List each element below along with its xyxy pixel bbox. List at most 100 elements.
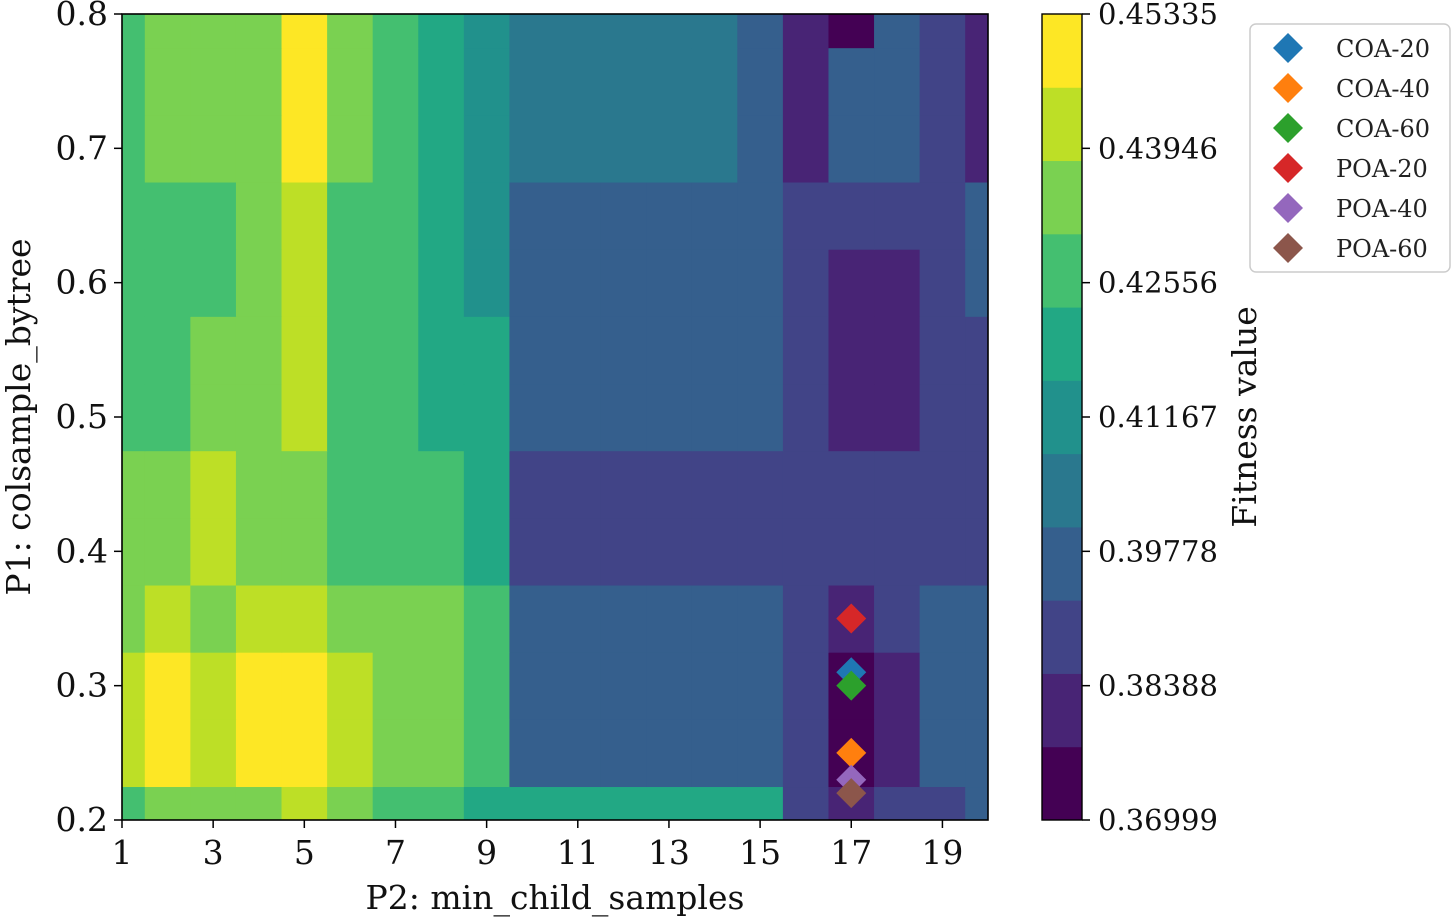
contour-cell [782, 450, 830, 519]
contour-cell [874, 181, 921, 250]
contour-cell [418, 114, 465, 183]
contour-cell [874, 517, 921, 586]
contour-cell [646, 450, 693, 519]
legend-marker-coa-60 [1273, 113, 1303, 143]
contour-cell [555, 47, 602, 116]
contour-cell [874, 383, 921, 452]
contour-cell [372, 719, 419, 788]
contour-cell [235, 719, 283, 788]
contour-cell [372, 181, 419, 250]
contour-cell [828, 316, 875, 385]
contour-cell [555, 584, 602, 653]
contour-cell [190, 47, 237, 116]
contour-cell [646, 517, 693, 586]
contour-cell [509, 14, 556, 49]
contour-cell [418, 517, 465, 586]
contour-cell [144, 584, 191, 653]
contour-cell [281, 47, 328, 116]
contour-cell [737, 316, 784, 385]
contour-cell [418, 47, 465, 116]
colorbar-band [1042, 453, 1082, 528]
contour-cell [281, 114, 328, 183]
colorbar-band [1042, 746, 1082, 821]
contour-cell [782, 181, 830, 250]
contour-cell [418, 181, 465, 250]
contour-cell [327, 517, 374, 586]
contour-cell [782, 517, 830, 586]
contour-cell [555, 14, 602, 49]
contour-cell [144, 719, 191, 788]
contour-cell [555, 450, 602, 519]
contour-cell [122, 517, 146, 586]
x-axis-label: P2: min_child_samples [366, 878, 745, 918]
colorbar-tick-label: 0.45335 [1098, 0, 1218, 31]
contour-cell [281, 14, 328, 49]
y-tick-label: 0.6 [56, 263, 108, 302]
contour-cell [691, 114, 738, 183]
contour-cell [965, 652, 988, 720]
contour-cell [235, 786, 283, 820]
contour-cell [965, 249, 988, 317]
contour-cell [600, 584, 647, 653]
contour-cell [555, 316, 602, 385]
contour-cell [737, 181, 784, 250]
y-tick-label: 0.4 [56, 531, 108, 570]
contour-cell [828, 450, 875, 519]
contour-cell [509, 47, 556, 116]
contour-cell [327, 114, 374, 183]
contour-cell [965, 517, 988, 586]
contour-cell [691, 652, 738, 720]
y-tick-label: 0.8 [56, 0, 108, 33]
contour-cell [509, 114, 556, 183]
colorbar-band [1042, 526, 1082, 601]
contour-cell [782, 249, 830, 317]
contour-cell [646, 249, 693, 317]
contour-cell [122, 14, 146, 49]
contour-cell [372, 249, 419, 317]
contour-cell [874, 14, 921, 49]
contour-cell [965, 383, 988, 452]
contour-cell [600, 249, 647, 317]
contour-cell [463, 383, 511, 452]
contour-cell [737, 786, 784, 820]
contour-cell [190, 181, 237, 250]
contour-cell [874, 316, 921, 385]
contour-cell [600, 450, 647, 519]
contour-cell [919, 719, 966, 788]
contour-cell [555, 517, 602, 586]
x-axis: 1 3 5 7 9 11 13 15 17 19 [112, 820, 963, 872]
contour-cell [190, 517, 237, 586]
legend-label: COA-40 [1336, 75, 1430, 103]
contour-cell [463, 316, 511, 385]
contour-cell [463, 14, 511, 49]
x-tick-label: 1 [112, 833, 133, 872]
contour-cell [327, 316, 374, 385]
contour-cell [463, 450, 511, 519]
colorbar-tick-label: 0.42556 [1098, 266, 1218, 300]
contour-cell [509, 181, 556, 250]
contour-cell [327, 719, 374, 788]
contour-cell [372, 450, 419, 519]
contour-cell [281, 383, 328, 452]
legend-marker-poa-20 [1273, 153, 1303, 183]
contour-cell [691, 316, 738, 385]
contour-cell [919, 383, 966, 452]
contour-cell [965, 114, 988, 183]
contour-cell [691, 181, 738, 250]
contour-cell [235, 383, 283, 452]
contour-cell [463, 652, 511, 720]
markers-layer [836, 603, 867, 809]
contour-cell [190, 14, 237, 49]
legend-marker-poa-60 [1273, 233, 1303, 263]
contour-cell [691, 450, 738, 519]
contour-cell [874, 719, 921, 788]
contour-cell [555, 114, 602, 183]
y-tick-label: 0.5 [56, 397, 108, 436]
contour-cell [122, 786, 146, 820]
contour-cell [965, 181, 988, 250]
contour-cell [874, 786, 921, 820]
contour-cell [190, 249, 237, 317]
contour-cell [235, 114, 283, 183]
contour-cell [782, 47, 830, 116]
contour-cell [782, 114, 830, 183]
